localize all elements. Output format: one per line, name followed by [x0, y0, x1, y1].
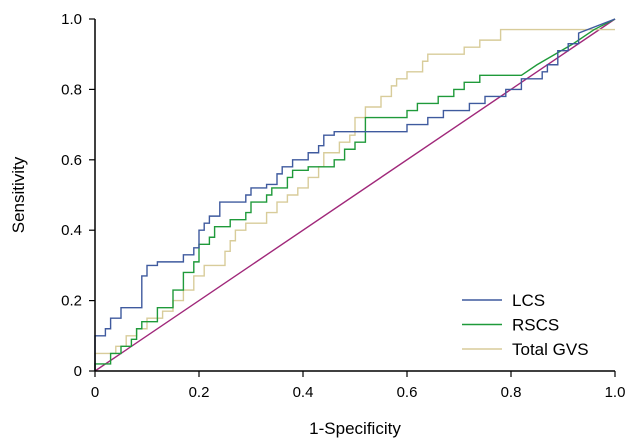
y-tick-label: 0: [74, 363, 82, 380]
legend-label-lcs: LCS: [512, 291, 545, 310]
legend-label-rscs: RSCS: [512, 316, 559, 335]
series-line-rscs: [94, 18, 616, 371]
x-tick-label: 0.8: [501, 384, 522, 401]
y-axis-ticks: 0 0.2 0.4 0.6 0.8 1.0: [61, 11, 95, 380]
x-tick-label: 0: [91, 384, 99, 401]
series-line-total-gvs: [94, 28, 615, 371]
y-tick-label: 0.2: [61, 293, 82, 310]
y-axis-title: Sensitivity: [9, 156, 28, 233]
x-tick-label: 0.6: [397, 384, 418, 401]
x-tick-label: 1.0: [605, 384, 626, 401]
y-tick-label: 1.0: [61, 11, 82, 28]
axes: [94, 19, 615, 372]
y-tick-label: 0.6: [61, 152, 82, 169]
reference-diagonal-line: [94, 18, 616, 372]
series-line-lcs: [94, 18, 616, 371]
x-tick-label: 0.2: [189, 384, 210, 401]
x-axis-title: 1-Specificity: [309, 419, 401, 438]
y-tick-label: 0.8: [61, 81, 82, 98]
plot-area: [94, 18, 616, 372]
legend: LCS RSCS Total GVS: [462, 291, 589, 359]
x-axis-ticks: 0 0.2 0.4 0.6 0.8 1.0: [91, 371, 626, 401]
legend-label-total-gvs: Total GVS: [512, 340, 589, 359]
y-tick-label: 0.4: [61, 222, 82, 239]
x-tick-label: 0.4: [293, 384, 314, 401]
